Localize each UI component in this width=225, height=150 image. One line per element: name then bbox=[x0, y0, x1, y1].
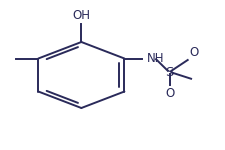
Text: OH: OH bbox=[72, 9, 90, 22]
Text: S: S bbox=[165, 66, 173, 78]
Text: O: O bbox=[189, 46, 198, 59]
Text: O: O bbox=[164, 87, 173, 100]
Text: NH: NH bbox=[146, 52, 164, 65]
